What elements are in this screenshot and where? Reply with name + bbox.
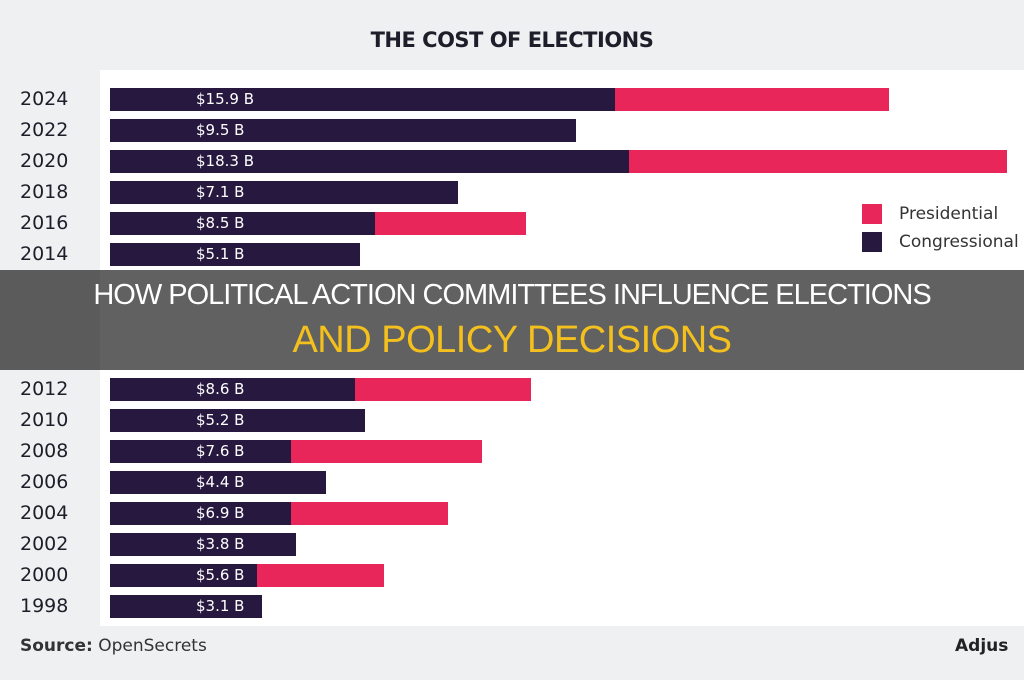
legend-item-congressional: Congressional [862,228,1019,256]
y-tick-label: 2008 [20,440,69,462]
bar-presidential [291,440,483,463]
source-value: OpenSecrets [98,636,207,656]
bar-data-label: $8.6 B [196,380,245,398]
y-tick-label: 2012 [20,378,69,400]
bar-congressional [110,181,458,204]
bar-congressional [110,119,576,142]
chart-title: THE COST OF ELECTIONS [370,28,654,52]
bar-data-label: $5.6 B [196,566,245,584]
bar-congressional [110,440,292,463]
bar-data-label: $6.9 B [196,504,245,522]
y-tick-label: 1998 [20,595,69,617]
bar-data-label: $9.5 B [196,121,245,139]
bar-congressional [110,88,615,111]
bar-data-label: $4.4 B [196,473,245,491]
bar-presidential [629,150,1007,173]
y-tick-label: 2006 [20,471,69,493]
source-label: Source: [20,636,93,656]
bar-presidential [374,212,527,235]
legend-item-presidential: Presidential [862,200,1019,228]
y-tick-label: 2002 [20,533,69,555]
footer-right-text: Adjus [955,636,1009,656]
bar-data-label: $3.1 B [196,597,245,615]
y-tick-label: 2018 [20,181,69,203]
bar-presidential [355,378,532,401]
bar-congressional [110,150,630,173]
headline-overlay [0,270,1024,370]
bar-data-label: $7.1 B [196,183,245,201]
y-tick-label: 2016 [20,212,69,234]
bar-presidential [614,88,890,111]
bar-congressional [110,595,262,618]
legend-swatch-congressional [862,232,882,252]
y-tick-label: 2000 [20,564,69,586]
bar-congressional [110,409,365,432]
bar-congressional [110,378,355,401]
legend-label: Presidential [899,204,999,224]
bar-data-label: $5.1 B [196,245,245,263]
legend: Presidential Congressional [862,200,1019,256]
bar-presidential [257,564,385,587]
y-tick-label: 2022 [20,119,69,141]
bar-congressional [110,564,257,587]
bar-congressional [110,502,292,525]
bar-data-label: $5.2 B [196,411,245,429]
y-tick-label: 2024 [20,88,69,110]
source-note: Source: OpenSecrets [20,636,207,656]
legend-label: Congressional [899,232,1019,252]
y-tick-label: 2010 [20,409,69,431]
bar-data-label: $15.9 B [196,90,255,108]
bar-data-label: $18.3 B [196,152,255,170]
headline-line-1: HOW POLITICAL ACTION COMMITTEES INFLUENC… [93,279,931,311]
y-tick-label: 2020 [20,150,69,172]
bar-data-label: $7.6 B [196,442,245,460]
y-tick-label: 2004 [20,502,69,524]
bar-presidential [291,502,449,525]
bar-data-label: $8.5 B [196,214,245,232]
headline-line-2: AND POLICY DECISIONS [292,319,732,361]
bar-congressional [110,243,360,266]
bar-congressional [110,471,326,494]
bar-data-label: $3.8 B [196,535,245,553]
y-tick-label: 2014 [20,243,69,265]
legend-swatch-presidential [862,204,882,224]
bar-congressional [110,212,375,235]
bar-congressional [110,533,297,556]
